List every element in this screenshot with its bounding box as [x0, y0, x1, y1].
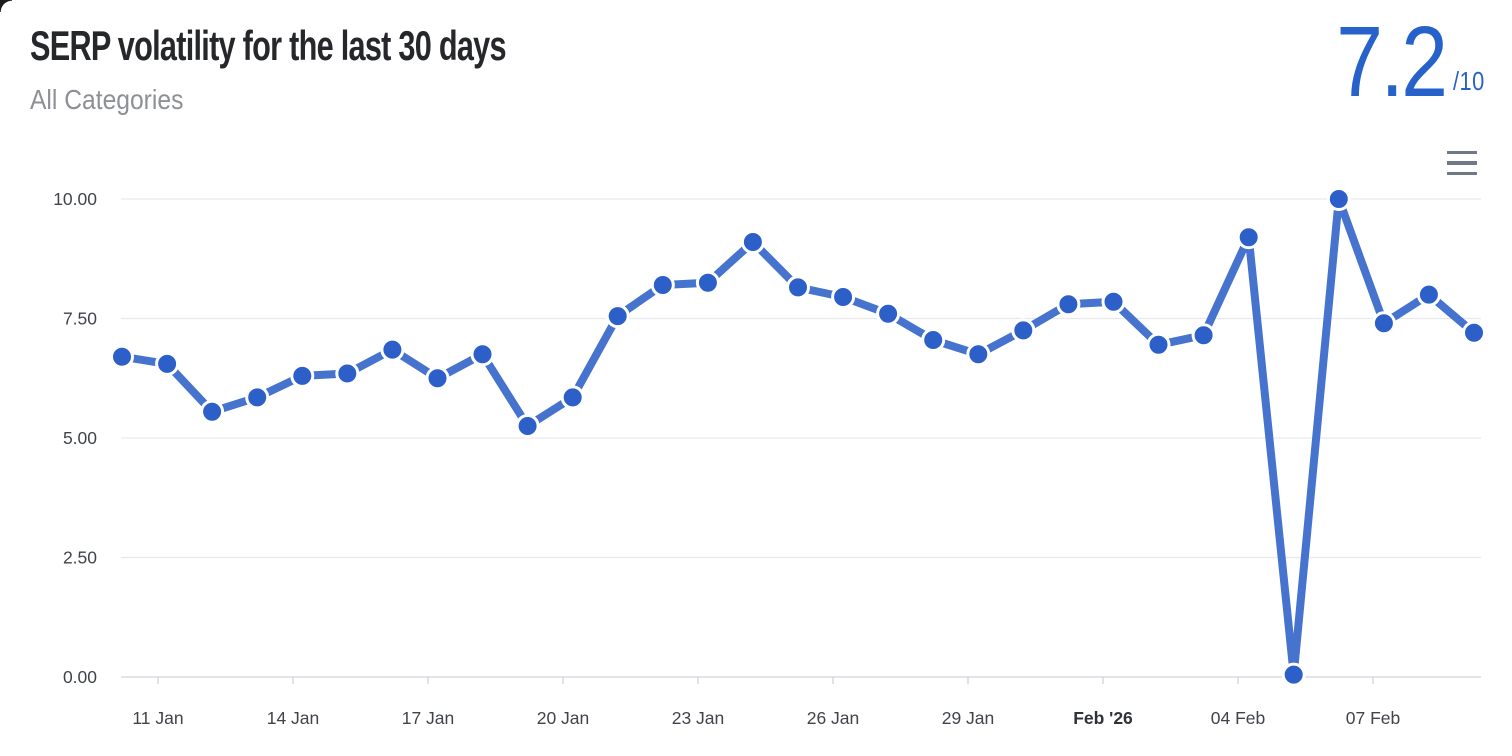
data-point-marker[interactable] [1326, 187, 1351, 211]
score-denominator: /10 [1453, 66, 1485, 96]
volatility-score: 7.2 /10 [1336, 6, 1485, 118]
data-point-marker[interactable] [1371, 311, 1396, 336]
data-point-marker[interactable] [1281, 662, 1306, 687]
x-axis-label: 26 Jan [807, 708, 860, 728]
data-point-marker[interactable] [650, 273, 675, 297]
data-point-marker[interactable] [831, 285, 856, 309]
x-axis-label: 23 Jan [672, 708, 725, 728]
data-point-marker[interactable] [1236, 225, 1261, 250]
x-axis-label: 29 Jan [942, 708, 995, 728]
data-point-marker[interactable] [290, 363, 315, 388]
data-point-marker[interactable] [470, 342, 495, 367]
data-point-marker[interactable] [1146, 332, 1171, 357]
hamburger-bar [1447, 161, 1477, 165]
y-axis-label: 7.50 [63, 309, 97, 329]
data-point-marker[interactable] [876, 301, 901, 326]
series-line [118, 195, 1478, 679]
data-point-marker[interactable] [335, 361, 360, 386]
page-title: SERP volatility for the last 30 days [30, 22, 507, 69]
data-point-marker[interactable] [200, 399, 225, 424]
data-point-marker[interactable] [245, 385, 270, 410]
x-axis-label: 07 Feb [1346, 708, 1400, 728]
data-point-marker[interactable] [1416, 282, 1441, 307]
x-axis-label: 20 Jan [537, 708, 590, 728]
x-axis-label: 04 Feb [1211, 708, 1265, 728]
score-value: 7.2 [1336, 6, 1449, 118]
data-point-marker[interactable] [1056, 292, 1081, 317]
chart-context-menu-button[interactable] [1445, 149, 1479, 177]
data-point-marker[interactable] [560, 385, 585, 410]
data-point-marker[interactable] [1462, 320, 1486, 345]
x-axis-label: Feb '26 [1073, 708, 1133, 728]
data-point-marker[interactable] [380, 337, 405, 362]
y-axis-label: 10.00 [53, 189, 97, 209]
x-axis-label: 17 Jan [402, 708, 455, 728]
data-point-marker[interactable] [695, 270, 720, 295]
data-point-marker[interactable] [110, 344, 134, 369]
data-point-marker[interactable] [786, 275, 810, 300]
x-axis-label: 14 Jan [267, 708, 320, 728]
y-axis-label: 0.00 [63, 667, 97, 687]
window-corner-artifact [0, 0, 12, 12]
data-point-marker[interactable] [740, 230, 765, 254]
hamburger-bar [1447, 171, 1477, 175]
category-filter-label: All Categories [30, 84, 184, 115]
data-point-marker[interactable] [515, 414, 540, 438]
data-point-marker[interactable] [155, 351, 180, 376]
data-point-marker[interactable] [1191, 323, 1216, 348]
y-axis-label: 5.00 [63, 428, 97, 448]
data-point-marker[interactable] [425, 366, 450, 391]
x-axis-label: 11 Jan [132, 708, 183, 728]
y-axis-label: 2.50 [63, 548, 97, 568]
data-point-marker[interactable] [921, 328, 946, 352]
data-point-marker[interactable] [1101, 289, 1126, 314]
hamburger-bar [1447, 151, 1477, 155]
data-point-marker[interactable] [966, 342, 991, 367]
data-point-marker[interactable] [1011, 318, 1036, 343]
data-point-marker[interactable] [605, 304, 630, 329]
